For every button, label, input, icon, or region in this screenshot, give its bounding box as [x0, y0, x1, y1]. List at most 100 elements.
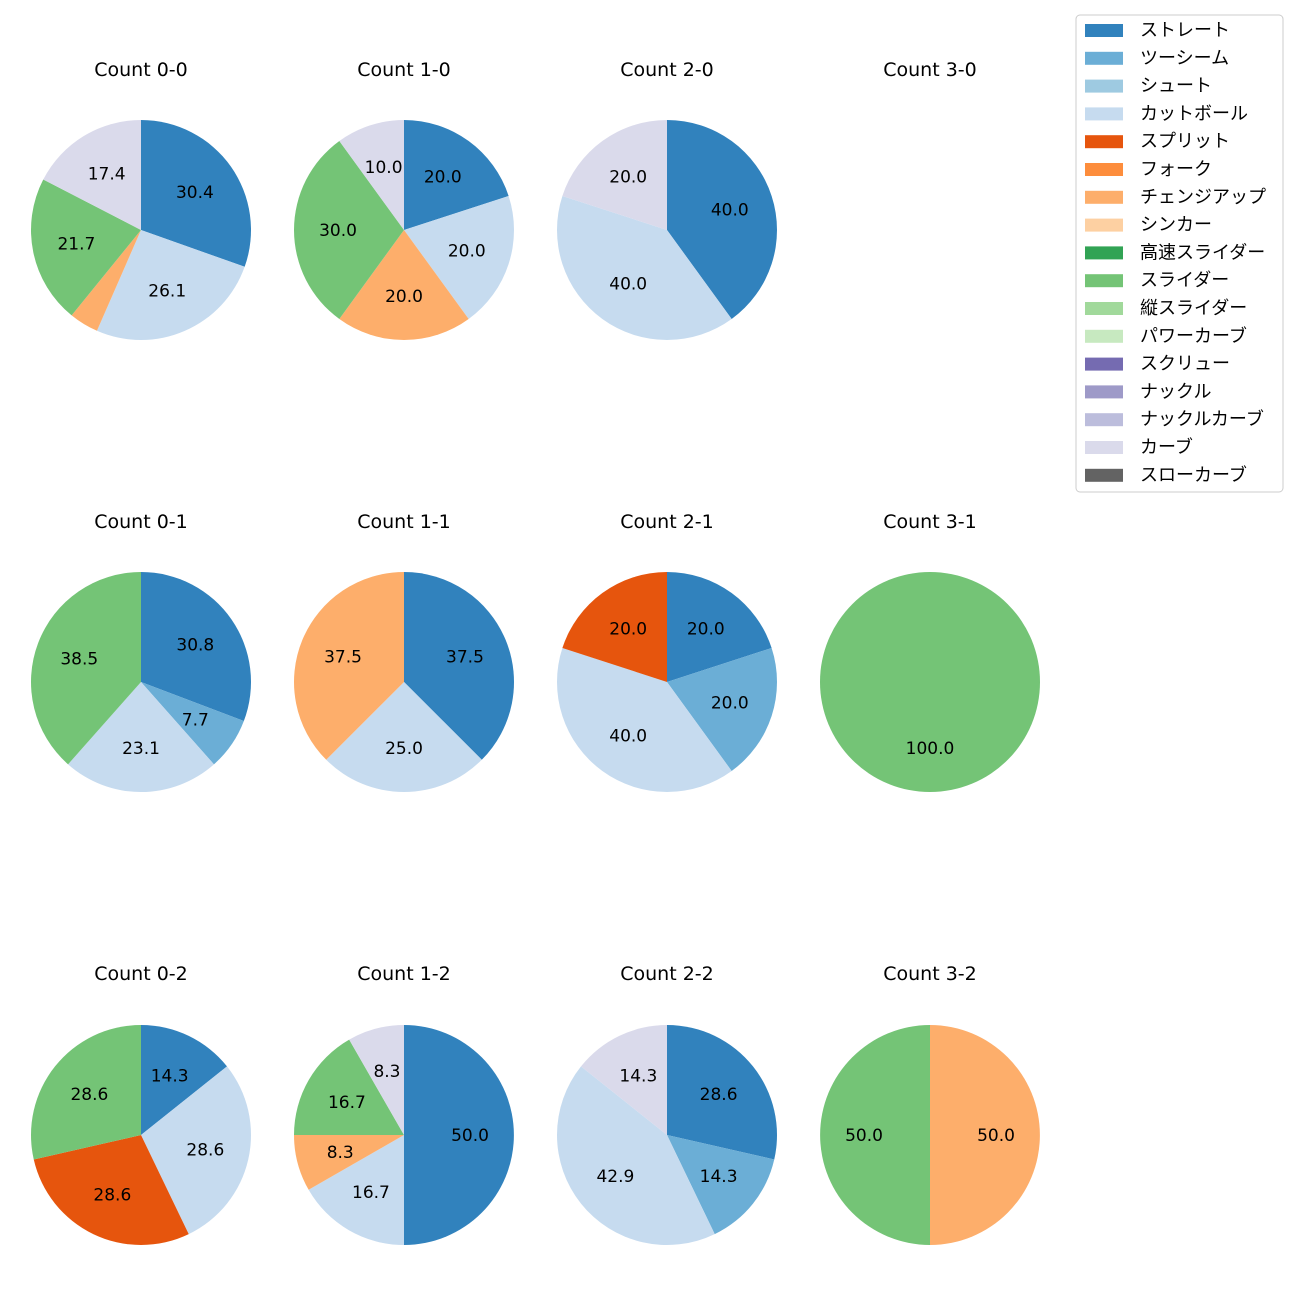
pie-chart: Count 0-0 30.4 26.1 21.7 17.4	[31, 59, 251, 340]
pie-slice	[562, 572, 667, 682]
pie-title: Count 3-0	[883, 59, 977, 81]
pie-chart: Count 2-1 20.0 20.0 40.0 20.0	[557, 511, 777, 793]
legend-frame	[1075, 14, 1284, 493]
pie-slice-label: 42.9	[596, 1167, 634, 1187]
pie-slice	[667, 648, 777, 771]
pie-slice	[141, 572, 252, 722]
pie-title: Count 2-1	[620, 511, 714, 533]
legend-swatch	[1085, 357, 1123, 371]
pie-slice-label: 40.0	[609, 274, 647, 294]
pie-slice	[667, 1025, 777, 1160]
pie-slice	[404, 1025, 514, 1245]
legend-label: ナックル	[1140, 381, 1211, 402]
legend-label: カーブ	[1140, 436, 1193, 458]
legend-swatch	[1085, 107, 1123, 121]
legend-label: スプリット	[1140, 131, 1230, 152]
legend-swatch	[1085, 329, 1123, 343]
pie-slice-label: 30.8	[176, 636, 214, 656]
legend-label: シュート	[1140, 76, 1212, 97]
pie-title: Count 2-0	[620, 59, 714, 81]
pie-slice-label: 7.7	[182, 710, 209, 730]
pie-slice-label: 20.0	[609, 620, 647, 640]
pie-slice-label: 25.0	[385, 739, 423, 759]
pie-slice-label: 38.5	[60, 650, 98, 670]
legend-label: スライダー	[1140, 270, 1229, 291]
legend-label: ツーシーム	[1140, 48, 1229, 69]
pie-slice	[68, 682, 214, 792]
legend-item: ナックル	[1085, 381, 1211, 402]
legend-item: スライダー	[1085, 270, 1229, 291]
legend-swatch	[1085, 218, 1123, 232]
legend-label: 高速スライダー	[1140, 242, 1265, 263]
pie-title: Count 1-1	[357, 511, 451, 533]
pie-slice-label: 20.0	[385, 287, 423, 307]
pie-slice-label: 16.7	[328, 1093, 366, 1113]
legend-label: チェンジアップ	[1140, 187, 1266, 208]
pie-chart: Count 1-0 20.0 20.0 20.0 30.0 10.0	[294, 59, 514, 341]
pie-chart: Count 1-2 50.0 16.7 8.3 16.7 8.3	[294, 963, 514, 1245]
legend-item: スローカーブ	[1085, 464, 1247, 486]
pie-slice-label: 30.0	[319, 221, 357, 241]
pie-slice	[30, 572, 141, 765]
pie-slice-label: 40.0	[711, 201, 749, 221]
pie-slice	[339, 230, 469, 341]
pie-slice-label: 50.0	[451, 1126, 489, 1146]
legend-swatch	[1085, 135, 1123, 149]
pie-slice	[33, 1135, 189, 1245]
pie-slice-label: 10.0	[365, 158, 403, 178]
legend-item: 高速スライダー	[1085, 242, 1265, 263]
pie-slice-label: 20.0	[609, 168, 647, 188]
pie-slice	[141, 1025, 228, 1135]
pie-slice	[562, 120, 667, 230]
pie-slice-label: 17.4	[88, 165, 126, 185]
legend-label: シンカー	[1140, 215, 1212, 236]
pie-chart: Count 0-1 30.8 7.7 23.1 38.5	[30, 511, 252, 792]
pie-slice-label: 37.5	[324, 648, 362, 668]
legend-item: パワーカーブ	[1085, 325, 1247, 347]
legend-swatch	[1085, 163, 1123, 176]
legend-item: チェンジアップ	[1085, 187, 1266, 208]
pie-slice	[404, 572, 514, 760]
legend-label: ナックルカーブ	[1140, 408, 1264, 430]
legend: ストレートツーシームシュートカットボールスプリットフォークチェンジアップシンカー…	[1075, 14, 1284, 493]
pie-slice	[308, 1135, 404, 1245]
pie-slice	[141, 120, 251, 267]
pie-slice	[71, 230, 141, 331]
pie-title: Count 1-2	[357, 963, 451, 985]
legend-item: ストレート	[1085, 20, 1230, 41]
pie-slice-label: 8.3	[373, 1062, 400, 1082]
pie-slice	[349, 1025, 404, 1135]
legend-label: パワーカーブ	[1140, 325, 1247, 347]
pie-slice	[43, 120, 141, 230]
pie-slice	[580, 1025, 667, 1135]
pie-slice-label: 14.3	[619, 1067, 657, 1087]
pie-slice	[30, 1025, 142, 1160]
legend-swatch	[1085, 441, 1123, 454]
legend-swatch	[1085, 190, 1123, 204]
pie-slice	[294, 572, 404, 760]
legend-swatch	[1085, 79, 1123, 93]
pie-slice	[31, 179, 142, 316]
pie-slice-label: 50.0	[977, 1126, 1015, 1146]
pie-chart: Count 3-1 100.0	[820, 511, 1040, 792]
pie-slice	[930, 1025, 1040, 1245]
pie-slice-label: 50.0	[845, 1126, 883, 1146]
pie-slice-label: 23.1	[122, 739, 160, 759]
legend-label: 縦スライダー	[1140, 298, 1247, 319]
pie-slice	[667, 1135, 775, 1235]
pie-slice	[404, 120, 509, 230]
pie-slice	[294, 1039, 404, 1135]
pie-slice-label: 14.3	[700, 1167, 738, 1187]
pie-slice	[557, 648, 732, 793]
pie-slice	[820, 572, 1040, 792]
pie-slice	[294, 1135, 404, 1190]
pie-slice	[294, 141, 404, 319]
legend-label: スクリュー	[1140, 354, 1230, 375]
pie-slice	[557, 1066, 715, 1245]
pie-slice	[557, 196, 732, 341]
pie-slice-label: 28.6	[186, 1141, 224, 1161]
legend-item: カットボール	[1085, 103, 1248, 124]
pie-chart: Count 2-0 40.0 40.0 20.0	[557, 59, 777, 341]
pie-slice-label: 100.0	[906, 739, 955, 759]
